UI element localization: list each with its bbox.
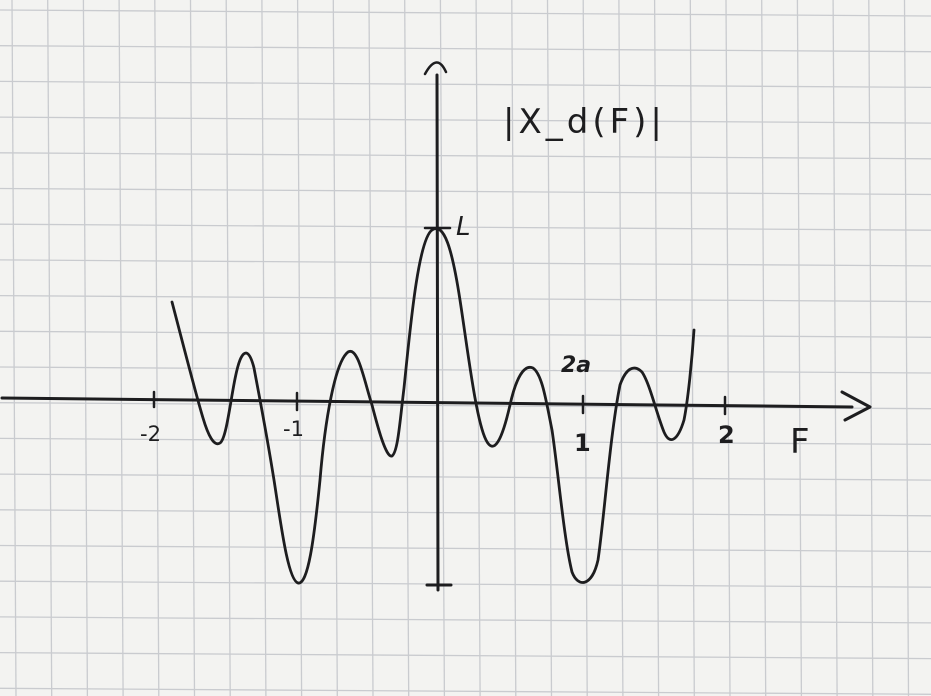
grid-line-horizontal: [0, 651, 931, 660]
grid-line-horizontal: [0, 45, 931, 53]
annotation-scribble: 2a: [561, 353, 591, 378]
grid-line-horizontal: [0, 437, 931, 446]
grid-line-vertical: [189, 0, 196, 696]
magnitude-axis-arrowhead: [423, 61, 448, 76]
grid-line-horizontal: [0, 544, 931, 553]
grid-line-vertical: [154, 0, 160, 696]
grid-line-horizontal: [0, 259, 931, 267]
grid-line-vertical: [11, 0, 17, 696]
grid-line-horizontal: [0, 116, 931, 124]
grid-line-horizontal: [0, 187, 931, 196]
magnitude-curve: [170, 227, 696, 585]
tick-label-minus-2: -2: [140, 422, 161, 446]
grid-line-vertical: [296, 0, 303, 696]
grid-line-horizontal: [0, 580, 931, 588]
grid-line-vertical: [332, 0, 338, 696]
grid-line-vertical: [439, 0, 446, 696]
magnitude-axis: [435, 73, 440, 592]
grid-line-horizontal: [0, 473, 931, 481]
grid-line-vertical: [82, 0, 89, 696]
axis-label-f: F: [790, 422, 810, 462]
grid-line-vertical: [832, 0, 838, 696]
grid-line-horizontal: [0, 366, 931, 374]
grid-line-vertical: [511, 0, 517, 696]
grid-line-vertical: [261, 0, 267, 696]
grid-line-horizontal: [0, 152, 931, 160]
grid-line-horizontal: [0, 80, 931, 89]
grid-line-vertical: [47, 0, 53, 696]
tick-label-minus-1: -1: [283, 417, 304, 441]
grid-line-vertical: [903, 0, 910, 696]
grid-line-vertical: [725, 0, 731, 696]
peak-label: L: [456, 212, 471, 242]
grid-line-vertical: [618, 0, 624, 696]
grid-line-horizontal: [0, 223, 931, 231]
grid-line-horizontal: [0, 509, 931, 517]
grid-line-vertical: [404, 0, 410, 696]
grid-line-horizontal: [0, 687, 931, 695]
tick-label-1: 1: [574, 429, 591, 457]
grid-line-vertical: [796, 0, 803, 696]
f-axis-arrowhead: [840, 390, 872, 422]
grid-line-vertical: [225, 0, 231, 696]
grid-line-horizontal: [0, 294, 931, 303]
grid-line-horizontal: [0, 616, 931, 624]
tick-label-2: 2: [718, 421, 735, 449]
grid-line-vertical: [368, 0, 374, 696]
grid-line-horizontal: [0, 9, 931, 17]
grid-line-vertical: [653, 0, 660, 696]
grid-line-vertical: [118, 0, 124, 696]
grid-line-vertical: [546, 0, 553, 696]
grid-line-vertical: [475, 0, 481, 696]
grid-line-vertical: [761, 0, 767, 696]
f-axis: [0, 396, 854, 409]
plot-title: |X_d(F)|: [503, 102, 666, 142]
grid-line-vertical: [868, 0, 874, 696]
